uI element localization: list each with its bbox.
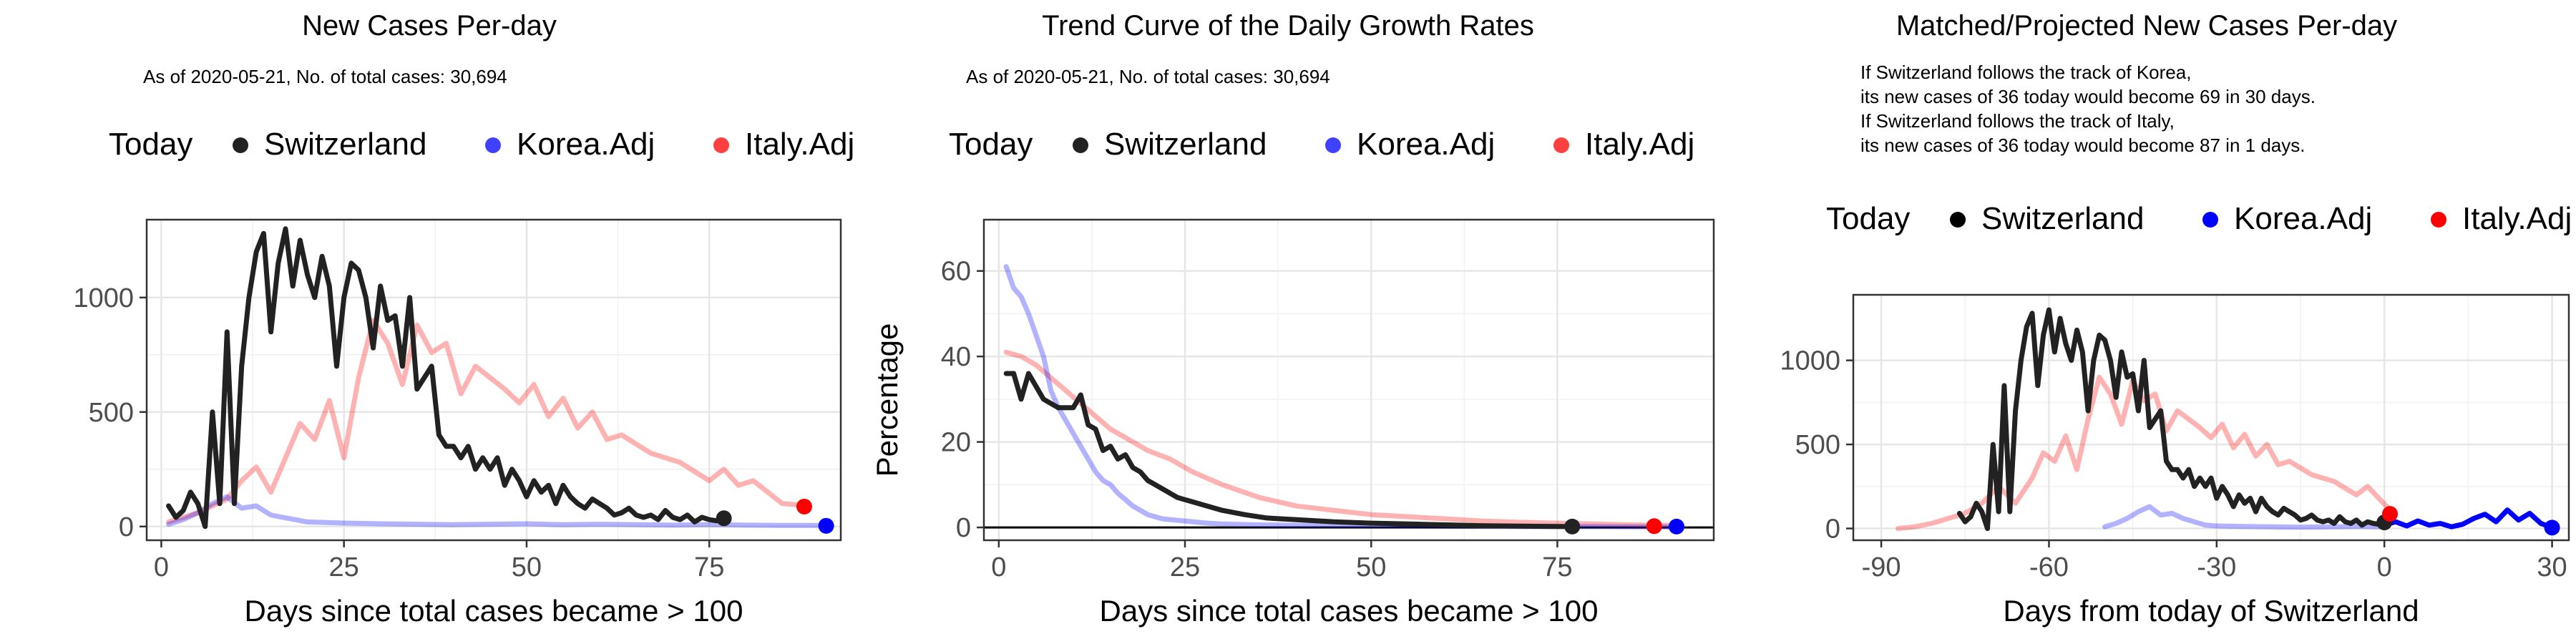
x-tick-label: -30 <box>2197 552 2236 582</box>
chart-title: New Cases Per-day <box>302 10 557 42</box>
x-tick-label: 0 <box>991 552 1006 582</box>
x-axis-title: Days from today of Switzerland <box>2003 594 2419 628</box>
legend-label: Italy.Adj <box>745 127 855 162</box>
x-tick-label: 30 <box>2537 552 2567 582</box>
chart-subtitle: If Switzerland follows the track of Kore… <box>1860 60 2316 157</box>
legend-marker <box>1950 212 1966 228</box>
x-tick-label: 0 <box>154 552 169 582</box>
series-line-korea-adj <box>2102 504 2387 530</box>
y-tick-label: 1000 <box>73 283 134 313</box>
series-line-italy-adj <box>1003 349 1672 528</box>
chart-panel-growth-rates: Trend Curve of the Daily Growth Rates As… <box>859 0 1717 644</box>
x-axis-title: Days since total cases became > 100 <box>244 594 743 628</box>
legend-title: Today <box>109 127 193 162</box>
x-tick-label: -90 <box>1862 552 1901 582</box>
y-tick-label: 500 <box>89 398 134 428</box>
legend: Today Switzerland Korea.Adj Italy.Adj <box>109 123 859 166</box>
legend-marker <box>1073 137 1088 153</box>
series-line-korea-adj-projected <box>2381 507 2555 530</box>
today-point-switzerland <box>1564 518 1581 535</box>
legend-label: Switzerland <box>1981 201 2145 236</box>
y-tick-label: 40 <box>941 342 971 372</box>
y-tick-label: 0 <box>1825 514 1840 545</box>
legend-marker <box>713 137 729 153</box>
legend-marker <box>1553 137 1569 153</box>
legend: Today Switzerland Korea.Adj Italy.Adj <box>949 123 1717 166</box>
plot-border <box>1852 293 2570 542</box>
legend-label: Italy.Adj <box>2462 201 2572 236</box>
series-line-italy-adj <box>166 318 800 525</box>
legend-marker <box>233 137 248 153</box>
x-tick-label: 0 <box>2377 552 2392 582</box>
series-line-switzerland <box>1956 307 2387 532</box>
legend-label: Korea.Adj <box>2234 201 2373 236</box>
series-line-switzerland <box>1003 371 1575 530</box>
today-point-italy-adj <box>796 498 812 514</box>
today-point-korea-adj <box>2544 519 2560 536</box>
chart-plot: 0 25 50 75 0 20 40 60 <box>941 218 1715 582</box>
x-tick-label: 25 <box>1170 552 1200 582</box>
series-line-korea-adj <box>1003 264 1672 530</box>
legend: Today Switzerland Korea.Adj Italy.Adj <box>1826 197 2576 240</box>
today-point-italy-adj <box>2382 506 2398 522</box>
y-tick-label: 0 <box>119 512 134 542</box>
today-point-korea-adj <box>818 517 834 534</box>
legend-label: Switzerland <box>264 127 427 162</box>
chart-plot: -90 -60 -30 0 30 0 500 1000 <box>1780 293 2570 582</box>
subtitle-line: As of 2020-05-21, No. of total cases: 30… <box>143 66 507 87</box>
plot-border <box>982 218 1715 542</box>
chart-subtitle: As of 2020-05-21, No. of total cases: 30… <box>143 64 507 89</box>
subtitle-line: If Switzerland follows the track of Ital… <box>1860 110 2175 132</box>
today-point-italy-adj <box>1646 518 1662 535</box>
subtitle-line: If Switzerland follows the track of Kore… <box>1860 62 2192 83</box>
x-tick-label: 75 <box>1542 552 1572 582</box>
chart-panel-new-cases: New Cases Per-day As of 2020-05-21, No. … <box>0 0 859 644</box>
y-tick-label: 20 <box>941 428 971 458</box>
subtitle-line: As of 2020-05-21, No. of total cases: 30… <box>966 66 1330 87</box>
legend-marker <box>1325 137 1341 153</box>
y-tick-label: 500 <box>1795 430 1840 460</box>
plot-background <box>1853 295 2569 540</box>
chart-title: Trend Curve of the Daily Growth Rates <box>1042 10 1534 42</box>
chart-title: Matched/Projected New Cases Per-day <box>1896 10 2398 42</box>
y-tick-label: 0 <box>956 513 971 543</box>
today-point-switzerland <box>716 510 732 527</box>
x-tick-label: 50 <box>1356 552 1386 582</box>
plot-border <box>145 218 842 542</box>
legend-label: Korea.Adj <box>1357 127 1496 162</box>
plot-background <box>984 220 1714 540</box>
y-tick-label: 60 <box>941 257 971 287</box>
x-axis-title: Days since total cases became > 100 <box>1099 594 1599 628</box>
subtitle-line: its new cases of 36 today would become 6… <box>1860 86 2316 107</box>
legend-marker <box>2431 212 2446 228</box>
chart-plot: 0 25 50 75 0 500 1000 <box>73 218 842 582</box>
x-tick-label: 25 <box>329 552 359 582</box>
chart-panel-projected-cases: Matched/Projected New Cases Per-day If S… <box>1717 0 2576 644</box>
x-tick-label: 50 <box>512 552 542 582</box>
legend-label: Korea.Adj <box>517 127 655 162</box>
series-line-switzerland <box>166 226 727 530</box>
chart-subtitle: As of 2020-05-21, No. of total cases: 30… <box>966 64 1330 89</box>
y-tick-label: 1000 <box>1780 346 1840 376</box>
x-tick-label: 75 <box>694 552 724 582</box>
plot-background <box>147 220 841 540</box>
y-axis-title: Percentage <box>870 323 904 477</box>
subtitle-line: its new cases of 36 today would become 8… <box>1860 135 2306 156</box>
legend-title: Today <box>1826 201 1911 236</box>
today-point-korea-adj <box>1668 518 1684 535</box>
legend-label: Switzerland <box>1104 127 1267 162</box>
x-tick-label: -60 <box>2029 552 2069 582</box>
legend-marker <box>485 137 501 153</box>
legend-title: Today <box>949 127 1033 162</box>
legend-label: Italy.Adj <box>1585 127 1695 162</box>
legend-marker <box>2202 212 2218 228</box>
